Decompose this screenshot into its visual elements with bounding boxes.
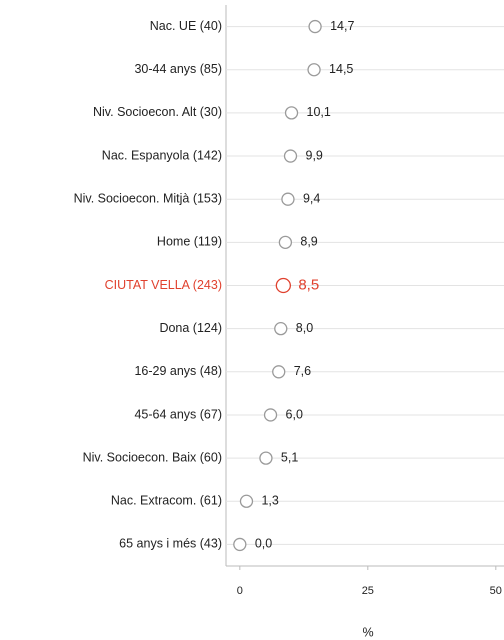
y-tick-label: Home (119) bbox=[157, 235, 222, 249]
dot bbox=[272, 365, 286, 379]
dot bbox=[278, 235, 293, 249]
y-tick-label: Niv. Socioecon. Mitjà (153) bbox=[74, 191, 222, 205]
dot bbox=[281, 192, 295, 206]
value-label: 9,9 bbox=[306, 148, 323, 162]
x-axis-label: % bbox=[362, 625, 373, 639]
value-label: 1,3 bbox=[261, 494, 278, 508]
dot bbox=[283, 149, 298, 163]
value-label: 8,5 bbox=[298, 276, 319, 293]
y-tick-label: 30-44 anys (85) bbox=[134, 62, 222, 76]
value-label: 5,1 bbox=[281, 450, 298, 464]
dot bbox=[233, 537, 247, 552]
x-tick-label: 25 bbox=[362, 585, 374, 597]
y-tick-label: 45-64 anys (67) bbox=[134, 407, 222, 421]
x-tick-label: 50 bbox=[490, 585, 502, 597]
dot bbox=[275, 277, 291, 294]
value-label: 14,7 bbox=[330, 19, 354, 33]
value-label: 10,1 bbox=[307, 105, 331, 119]
dot bbox=[284, 106, 299, 120]
dot bbox=[308, 19, 322, 34]
y-tick-label: 16-29 anys (48) bbox=[134, 364, 222, 378]
x-tick-label: 0 bbox=[237, 585, 243, 597]
dot bbox=[307, 63, 321, 77]
y-tick-label: Nac. Extracom. (61) bbox=[111, 494, 222, 508]
value-label: 9,4 bbox=[303, 191, 320, 205]
y-tick-label: 65 anys i més (43) bbox=[119, 537, 222, 551]
dot bbox=[263, 408, 278, 422]
value-label: 6,0 bbox=[286, 407, 303, 421]
y-tick-label: CIUTAT VELLA (243) bbox=[105, 278, 222, 292]
value-label: 8,0 bbox=[296, 321, 313, 335]
dot bbox=[259, 451, 273, 465]
value-label: 8,9 bbox=[300, 235, 317, 249]
y-tick-label: Dona (124) bbox=[159, 321, 222, 335]
value-label: 14,5 bbox=[329, 62, 353, 76]
y-tick-label: Niv. Socioecon. Alt (30) bbox=[93, 105, 222, 119]
dot bbox=[239, 494, 254, 508]
y-tick-label: Nac. Espanyola (142) bbox=[102, 148, 222, 162]
dot bbox=[274, 322, 288, 336]
y-tick-label: Nac. UE (40) bbox=[150, 19, 222, 33]
y-tick-label: Niv. Socioecon. Baix (60) bbox=[83, 450, 222, 464]
value-label: 7,6 bbox=[294, 364, 311, 378]
value-label: 0,0 bbox=[255, 537, 272, 551]
